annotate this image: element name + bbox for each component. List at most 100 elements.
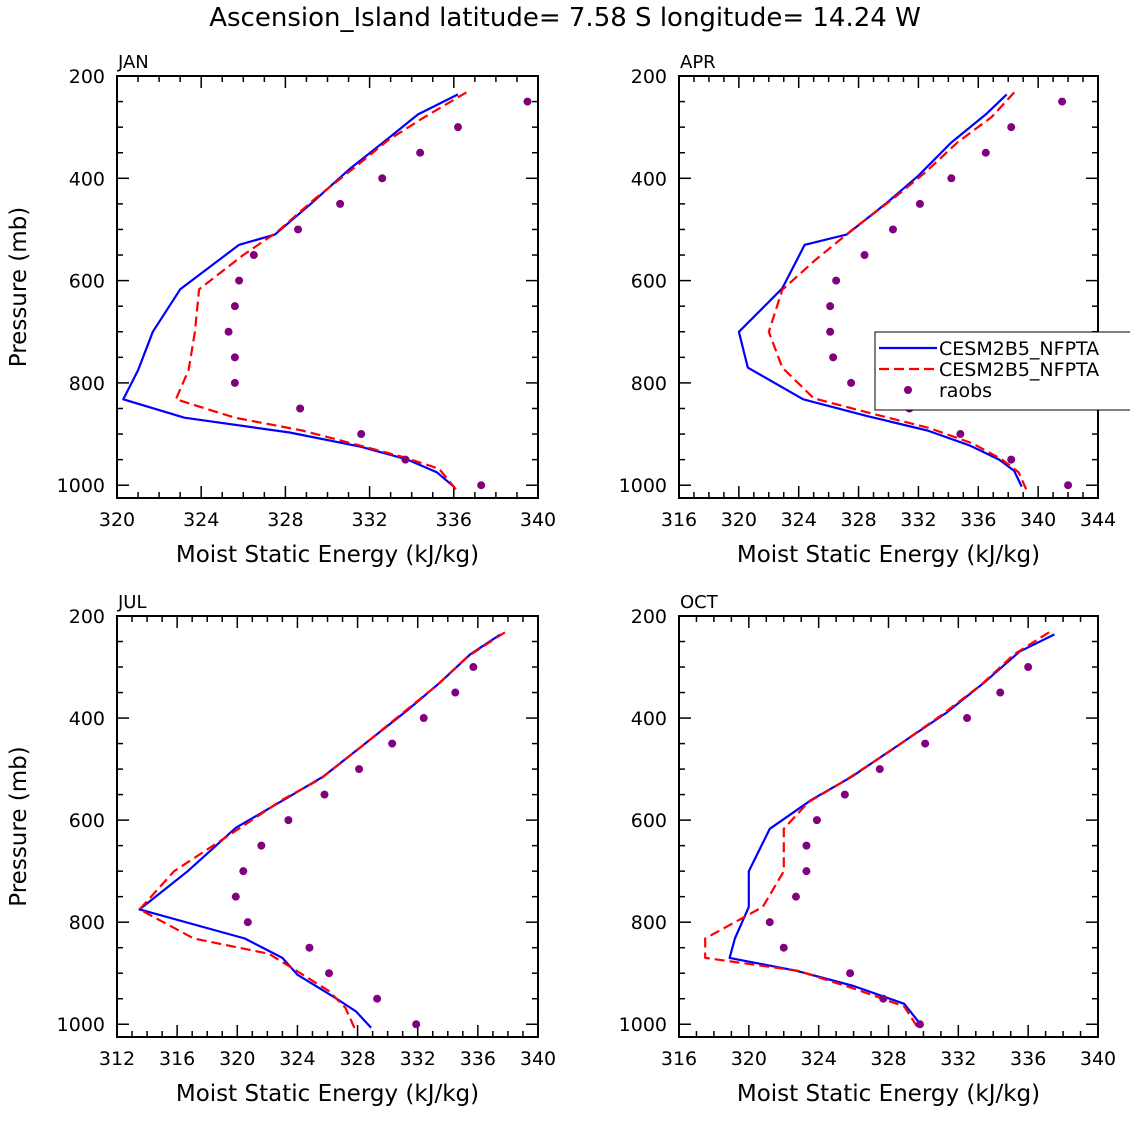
x-tick-label: 312: [99, 1048, 135, 1070]
y-tick-label: 800: [631, 912, 667, 934]
raobs-point: [378, 174, 387, 183]
y-tick-label: 400: [69, 708, 105, 730]
x-tick-label: 324: [801, 1048, 837, 1070]
raobs-point: [320, 790, 329, 799]
raobs-point: [765, 918, 774, 927]
model-solid-line: [138, 633, 502, 1029]
y-tick-label: 800: [631, 373, 667, 395]
model-solid-line: [737, 93, 1023, 488]
raobs-point: [829, 353, 838, 362]
raobs-point: [840, 790, 849, 799]
figure-title: Ascension_Island latitude= 7.58 S longit…: [209, 3, 921, 33]
raobs-point: [257, 841, 266, 850]
raobs-point: [791, 892, 800, 901]
raobs-point: [373, 994, 382, 1003]
raobs-point: [846, 969, 855, 978]
panel-label: JAN: [117, 52, 149, 73]
panel-oct: 316 320 324 328 332 336 340 200 400 600 800 1000 OCT…: [619, 592, 1116, 1107]
raobs-point: [1058, 97, 1067, 106]
plot-frame: [678, 615, 1099, 1038]
model-dashed-line: [174, 91, 467, 490]
x-tick-label: 316: [159, 1048, 195, 1070]
raobs-point: [812, 816, 821, 825]
raobs-point: [305, 943, 314, 952]
panel-jul: 312 316 320 324 328 332 336 340 200 400 600 800 1000…: [6, 592, 556, 1107]
series-group: [704, 631, 1055, 1029]
panel-label: JUL: [117, 592, 147, 613]
raobs-point: [802, 841, 811, 850]
raobs-point: [888, 225, 897, 234]
raobs-point: [451, 688, 460, 697]
plot-frame: [678, 75, 1099, 499]
y-tick-label: 400: [69, 168, 105, 190]
y-tick-label: 1000: [57, 475, 105, 497]
x-tick-label: 336: [960, 509, 996, 531]
x-tick-label: 340: [520, 1048, 556, 1070]
x-axis-label: Moist Static Energy (kJ/kg): [176, 542, 479, 568]
raobs-point: [996, 688, 1005, 697]
raobs-point: [477, 481, 486, 490]
panels: 320 324 328 332 336 340 200 400 600 800 1000 JAN Moi…: [6, 52, 1116, 1107]
raobs-point: [284, 816, 293, 825]
raobs-point: [523, 97, 532, 106]
y-tick-label: 600: [69, 271, 105, 293]
y-tick-label: 200: [631, 66, 667, 88]
model-dashed-line: [138, 631, 506, 1029]
x-tick-label: 332: [351, 509, 387, 531]
raobs-point: [915, 199, 924, 208]
x-tick-label: 328: [840, 509, 876, 531]
y-tick-label: 800: [69, 373, 105, 395]
x-tick-label: 316: [661, 1048, 697, 1070]
raobs-point: [1064, 481, 1073, 490]
series-group: [138, 631, 506, 1029]
raobs-point: [826, 302, 835, 311]
raobs-point: [981, 148, 990, 157]
x-tick-label: 320: [731, 1048, 767, 1070]
raobs-point: [325, 969, 334, 978]
raobs-point: [235, 276, 244, 285]
y-tick-label: 1000: [619, 1014, 667, 1036]
y-tick-label: 200: [69, 606, 105, 628]
panel-label: APR: [680, 52, 716, 73]
x-tick-label: 324: [279, 1048, 315, 1070]
y-tick-label: 600: [631, 810, 667, 832]
x-tick-label: 340: [1020, 509, 1056, 531]
raobs-point: [832, 276, 841, 285]
y-tick-label: 1000: [619, 475, 667, 497]
panel-label: OCT: [680, 592, 719, 613]
x-tick-label: 332: [940, 1048, 976, 1070]
raobs-point: [1024, 663, 1033, 672]
raobs-point: [419, 714, 428, 723]
x-tick-label: 320: [219, 1048, 255, 1070]
raobs-point: [847, 378, 856, 387]
x-tick-label: 332: [900, 509, 936, 531]
raobs-point: [230, 378, 239, 387]
raobs-point: [454, 123, 463, 132]
model-dashed-line: [767, 91, 1028, 490]
raobs-point: [230, 353, 239, 362]
raobs-point: [296, 404, 305, 413]
y-axis-label: Pressure (mb): [6, 746, 32, 906]
x-tick-label: 336: [1010, 1048, 1046, 1070]
raobs-point: [947, 174, 956, 183]
raobs-point: [230, 302, 239, 311]
legend-label: CESM2B5_NFPTA: [939, 359, 1099, 381]
x-axis-label: Moist Static Energy (kJ/kg): [176, 1081, 479, 1107]
series-group: [122, 91, 532, 490]
raobs-point: [875, 765, 884, 774]
x-tick-label: 344: [1080, 509, 1116, 531]
x-tick-label: 340: [520, 509, 556, 531]
raobs-point: [779, 943, 788, 952]
legend-box: [874, 331, 1130, 411]
raobs-point: [826, 327, 835, 336]
y-tick-label: 200: [69, 66, 105, 88]
legend-marker: [904, 386, 912, 394]
raobs-point: [416, 148, 425, 157]
raobs-point: [1007, 455, 1016, 464]
legend-label: CESM2B5_NFPTA: [939, 338, 1099, 360]
raobs-point: [921, 739, 930, 748]
raobs-point: [355, 765, 364, 774]
x-axis-label: Moist Static Energy (kJ/kg): [737, 1081, 1040, 1107]
raobs-point: [915, 1020, 924, 1029]
